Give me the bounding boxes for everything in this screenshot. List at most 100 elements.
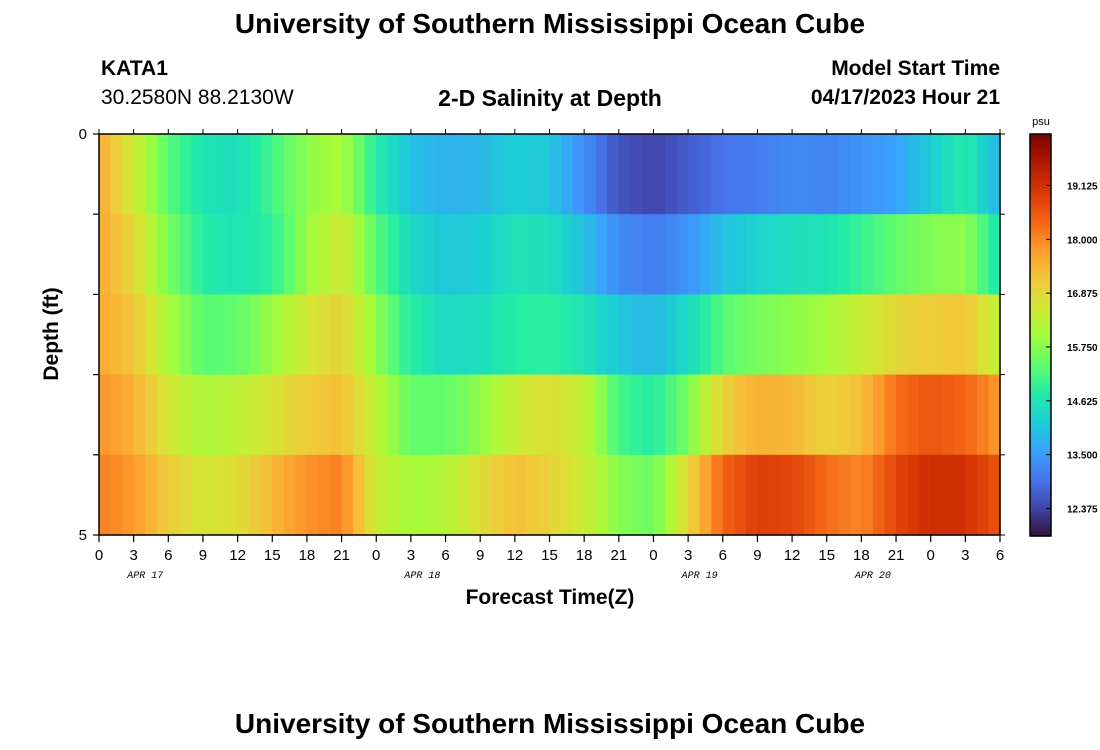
heatmap-cell (734, 454, 747, 536)
heatmap-cell (607, 454, 620, 536)
colorbar-segment (1030, 192, 1051, 195)
heatmap-cell (491, 214, 504, 295)
heatmap-cell (665, 454, 678, 536)
heatmap-cell (722, 294, 735, 376)
heatmap-cell (537, 374, 551, 456)
heatmap-cell (815, 454, 828, 536)
colorbar-segment (1030, 441, 1051, 445)
heatmap-cell (768, 374, 782, 456)
colorbar-segment (1030, 369, 1051, 372)
heatmap-cell (306, 374, 320, 456)
colorbar-segment (1030, 136, 1051, 139)
heatmap-cell (630, 294, 643, 376)
heatmap-cell (803, 374, 816, 456)
heatmap-cell (260, 214, 273, 295)
colorbar-segment (1030, 375, 1051, 378)
x-tick-label: 3 (684, 547, 692, 564)
heatmap-cell (826, 294, 839, 376)
heatmap-cell (457, 374, 470, 456)
heatmap-cell (330, 294, 343, 376)
colorbar-segment (1030, 365, 1051, 368)
heatmap-cell (711, 454, 724, 536)
heatmap-cell (896, 374, 909, 456)
heatmap-cell (815, 214, 828, 295)
heatmap-cell (630, 454, 643, 536)
heatmap-cell (480, 454, 493, 536)
colorbar-segment (1030, 262, 1051, 266)
colorbar-segment (1030, 274, 1051, 278)
colorbar-segment (1030, 134, 1051, 137)
heatmap-cell (399, 294, 412, 376)
heatmap-cell (422, 454, 435, 536)
heatmap-cell (295, 294, 308, 376)
x-tick-label: 3 (129, 547, 137, 564)
heatmap-cell (595, 214, 608, 295)
colorbar-segment (1030, 160, 1051, 163)
colorbar-segment (1030, 234, 1051, 238)
heatmap-cell (457, 294, 470, 376)
colorbar-segment (1030, 268, 1051, 272)
colorbar-segment (1030, 413, 1051, 416)
heatmap-cell (896, 134, 909, 215)
heatmap-cell (237, 214, 250, 295)
heatmap-cell (387, 294, 400, 376)
heatmap-cell (422, 134, 435, 215)
colorbar-segment (1030, 481, 1051, 485)
colorbar-segment (1030, 389, 1051, 392)
heatmap-cell (110, 214, 123, 295)
heatmap-cell (537, 294, 551, 376)
colorbar-gradient (1030, 134, 1051, 537)
x-tick-label: 18 (576, 547, 593, 564)
heatmap-cell (803, 454, 816, 536)
colorbar-tick-label: 12.375 (1067, 504, 1098, 515)
heatmap-cell (722, 214, 735, 295)
heatmap-cell (514, 454, 527, 536)
heatmap-cell (734, 214, 747, 295)
heatmap-cell (330, 454, 343, 536)
colorbar-segment (1030, 186, 1051, 189)
colorbar-segment (1030, 473, 1051, 477)
heatmap-cell (145, 454, 158, 536)
heatmap-cell (953, 374, 966, 456)
colorbar-segment (1030, 290, 1051, 294)
heatmap-cell (353, 454, 366, 536)
heatmap-cell (572, 374, 585, 456)
heatmap-cell (237, 454, 250, 536)
heatmap-cell (699, 294, 712, 376)
heatmap-cell (976, 454, 990, 536)
heatmap-cell (249, 374, 262, 456)
heatmap-cell (722, 374, 735, 456)
colorbar-segment (1030, 435, 1051, 439)
heatmap-cell (976, 374, 990, 456)
x-tick-label: 0 (372, 547, 380, 564)
heatmap-cell (480, 294, 493, 376)
colorbar-segment (1030, 379, 1051, 382)
colorbar-segment (1030, 487, 1051, 491)
colorbar-segment (1030, 250, 1051, 254)
heatmap-cell (133, 134, 146, 215)
heatmap-cell (272, 134, 285, 215)
heatmap-cell (341, 454, 354, 536)
colorbar-segment (1030, 423, 1051, 427)
heatmap-cell (526, 134, 539, 215)
heatmap-cell (607, 134, 620, 215)
colorbar-segment (1030, 172, 1051, 175)
x-tick-label: 6 (996, 547, 1004, 564)
heatmap-cell (665, 374, 678, 456)
heatmap-cell (884, 134, 897, 215)
heatmap-cells (99, 134, 1001, 536)
colorbar-segment (1030, 471, 1051, 475)
heatmap-cell (780, 374, 793, 456)
heatmap-cell (884, 294, 897, 376)
x-tick-label: 3 (961, 547, 969, 564)
colorbar-segment (1030, 501, 1051, 505)
heatmap-cell (618, 454, 631, 536)
colorbar-segment (1030, 176, 1051, 179)
heatmap-cell (988, 374, 1001, 456)
x-tick-label: 12 (229, 547, 246, 564)
page-title-repeat: University of Southern Mississippi Ocean… (234, 708, 866, 739)
colorbar-segment (1030, 409, 1051, 412)
colorbar-segment (1030, 288, 1051, 292)
heatmap-cell (202, 214, 216, 295)
heatmap-cell (826, 134, 839, 215)
